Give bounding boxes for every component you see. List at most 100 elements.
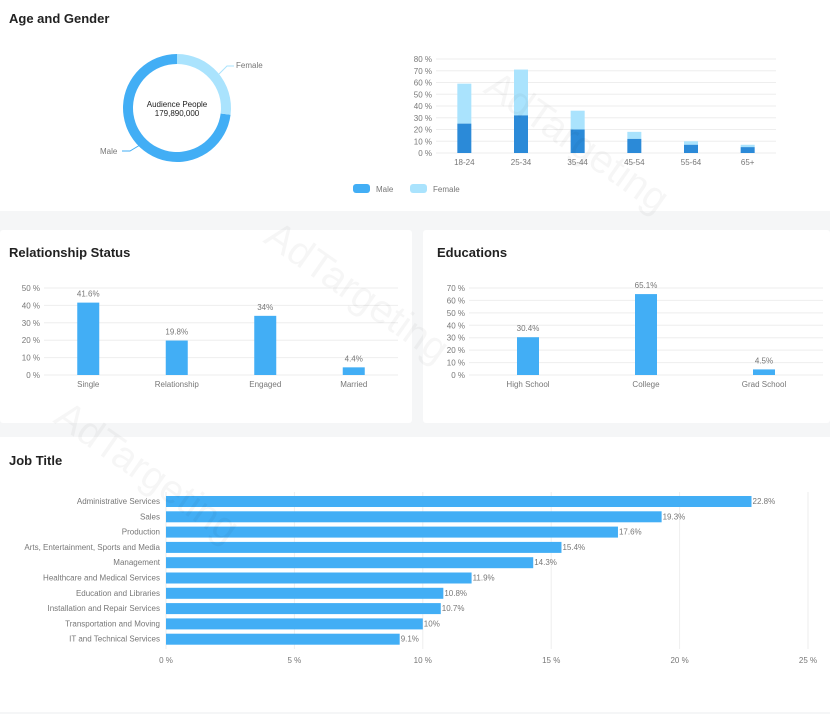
bar [166, 496, 752, 507]
x-tick-label: 10 % [414, 656, 432, 665]
female-label: Female [236, 61, 263, 70]
bar [635, 294, 657, 375]
section-title: Age and Gender [9, 11, 110, 26]
y-tick-label: 70 % [414, 67, 432, 76]
data-label: 19.8% [165, 328, 188, 337]
x-tick-label: 25 % [799, 656, 817, 665]
y-tick-label: 10 % [22, 354, 40, 363]
y-tick-label: 20 % [447, 346, 465, 355]
y-tick-label: 60 % [447, 296, 465, 305]
category-label: Installation and Repair Services [47, 604, 160, 613]
category-label: Education and Libraries [76, 589, 160, 598]
data-label: 34% [257, 303, 273, 312]
x-tick-label: 18-24 [454, 158, 475, 167]
data-label: 65.1% [635, 281, 658, 290]
y-tick-label: 60 % [414, 79, 432, 88]
legend-male-swatch [353, 184, 370, 193]
male-label: Male [100, 147, 118, 156]
section-title: Job Title [9, 453, 63, 468]
age-gender-section: Age and Gender Audience People 179,890,00… [0, 0, 830, 211]
y-tick-label: 0 % [26, 371, 40, 380]
data-label: 30.4% [517, 324, 540, 333]
y-tick-label: 70 % [447, 284, 465, 293]
male-bar [684, 144, 698, 153]
bar [77, 302, 100, 375]
center-value: 179,890,000 [155, 109, 200, 118]
data-label: 4.4% [345, 354, 363, 363]
x-tick-label: 65+ [741, 158, 755, 167]
data-label: 4.5% [755, 356, 773, 365]
y-tick-label: 0 % [418, 149, 432, 158]
data-label: 10% [424, 619, 440, 628]
y-tick-label: 50 % [414, 90, 432, 99]
job-title-section: Job Title 0 % 5 % 10 % 15 % 20 % 25 % Administ… [0, 437, 830, 712]
y-tick-label: 20 % [22, 336, 40, 345]
bar [254, 315, 277, 375]
x-tick-label: 20 % [670, 656, 688, 665]
job-chart: 0 % 5 % 10 % 15 % 20 % 25 % Administrative Ser… [24, 492, 817, 665]
x-tick-label: 55-64 [681, 158, 702, 167]
y-tick-label: 30 % [414, 114, 432, 123]
category-label: Arts, Entertainment, Sports and Media [24, 543, 160, 552]
y-tick-label: 30 % [22, 319, 40, 328]
male-bar [514, 115, 528, 153]
female-bar [684, 141, 698, 145]
y-tick-label: 30 % [447, 334, 465, 343]
data-label: 14.3% [534, 558, 557, 567]
data-label: 19.3% [663, 512, 686, 521]
bar [166, 618, 423, 630]
data-label: 22.8% [753, 497, 776, 506]
female-leader-line [217, 65, 234, 76]
x-tick-label: Married [340, 380, 367, 389]
male-bar [740, 147, 755, 153]
x-tick-label: Grad School [742, 380, 787, 389]
bar [166, 557, 534, 569]
category-label: Healthcare and Medical Services [43, 574, 160, 583]
bar [165, 340, 188, 375]
bar [166, 603, 441, 615]
bar [166, 541, 562, 553]
bar [166, 572, 472, 584]
x-tick-label: Single [77, 380, 100, 389]
section-title: Educations [437, 245, 508, 260]
bar [753, 369, 775, 375]
female-bar [627, 131, 642, 139]
x-tick-label: High School [506, 380, 549, 389]
x-tick-label: 0 % [159, 656, 173, 665]
y-tick-label: 40 % [22, 301, 40, 310]
relationship-section: Relationship Status 0 % 10 % 20 % 30 % 40 % 5… [0, 230, 412, 423]
female-bar [570, 110, 585, 130]
data-label: 9.1% [401, 635, 419, 644]
bar [166, 587, 444, 599]
bar [166, 526, 618, 538]
female-bar [514, 69, 528, 116]
x-tick-label: 45-54 [624, 158, 645, 167]
x-tick-label: 35-44 [567, 158, 588, 167]
legend-female-label: Female [433, 185, 460, 194]
female-bar [740, 144, 755, 148]
bar [517, 337, 539, 375]
x-tick-label: 5 % [288, 656, 302, 665]
bar [166, 511, 662, 523]
center-label: Audience People [147, 100, 208, 109]
relationship-chart: 0 % 10 % 20 % 30 % 40 % 50 % 41.6% Single 19.8% R… [22, 284, 398, 389]
x-tick-label: Engaged [249, 380, 281, 389]
y-tick-label: 40 % [447, 321, 465, 330]
y-tick-label: 10 % [447, 359, 465, 368]
male-leader-line [122, 144, 141, 152]
educations-chart: 0 % 10 % 20 % 30 % 40 % 50 % 60 % 70 % 30.4% High… [447, 281, 823, 389]
y-tick-label: 0 % [451, 371, 465, 380]
y-tick-label: 50 % [447, 309, 465, 318]
y-tick-label: 40 % [414, 102, 432, 111]
data-label: 17.6% [619, 528, 642, 537]
male-bar [570, 129, 585, 153]
legend-female-swatch [410, 184, 427, 193]
x-tick-label: Relationship [155, 380, 200, 389]
male-bar [627, 138, 642, 153]
data-label: 41.6% [77, 290, 100, 299]
data-label: 11.9% [473, 574, 495, 583]
female-bar [457, 83, 472, 124]
category-label: Production [122, 528, 160, 537]
category-label: Sales [140, 512, 160, 521]
